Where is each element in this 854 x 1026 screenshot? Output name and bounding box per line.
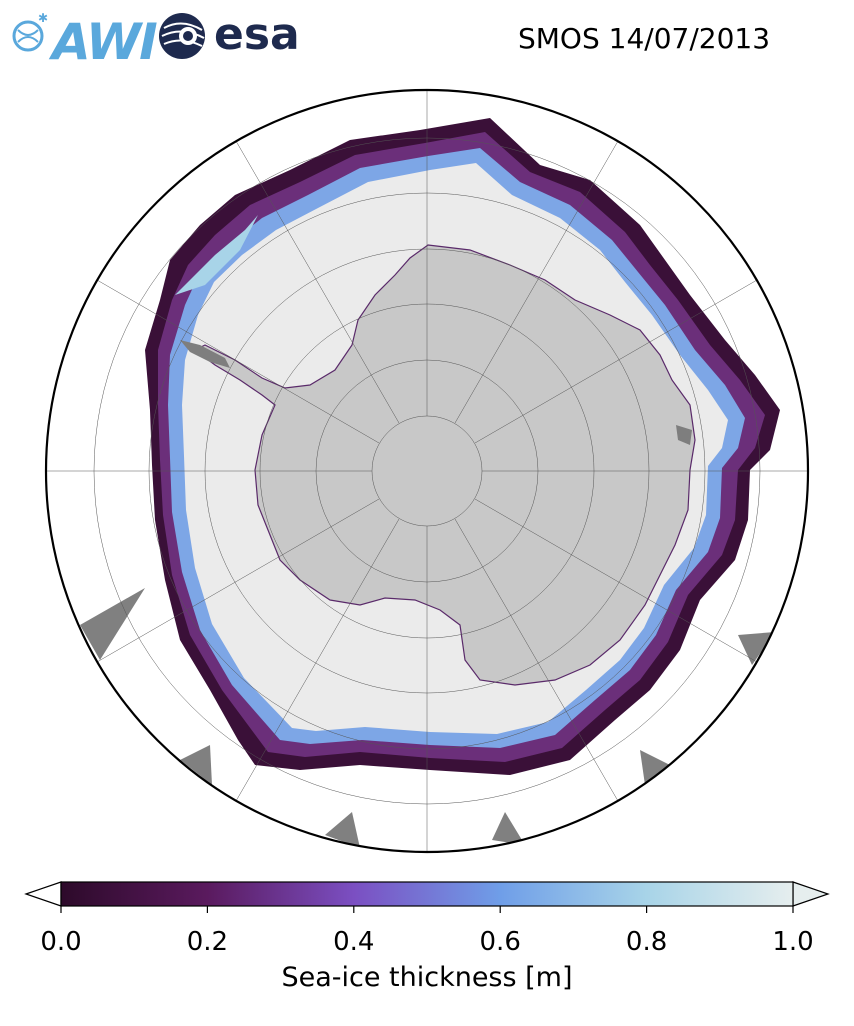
colorbar: 0.0 0.2 0.4 0.6 0.8 1.0 (24, 881, 830, 957)
polar-map (44, 88, 810, 854)
missing-data-wedge (80, 588, 145, 660)
colorbar-tick-label: 0.0 (40, 927, 81, 957)
map-boundary (44, 88, 810, 854)
land-detail (180, 340, 230, 368)
missing-data-wedge (180, 745, 212, 785)
colorbar-tick-label: 0.8 (626, 927, 667, 957)
land-detail (676, 425, 692, 445)
missing-data-wedge (640, 750, 670, 785)
sea-ice-thick-patch (175, 215, 258, 295)
awi-logo-text: AWI (52, 13, 158, 71)
colorbar-tick-label: 0.4 (333, 927, 374, 957)
missing-data-wedge (738, 632, 775, 665)
map-title: SMOS 14/07/2013 (518, 22, 771, 55)
awi-logo: ✱ AWI (8, 8, 158, 70)
colorbar-tick-label: 0.2 (187, 927, 228, 957)
colorbar-gradient (60, 881, 794, 907)
esa-emblem-icon (159, 13, 205, 59)
colorbar-extend-high (792, 881, 830, 907)
esa-logo-text: esa (214, 9, 300, 60)
logo-bar: ✱ AWI esa SMOS 14/07/2013 (0, 0, 854, 80)
colorbar-extend-low (24, 881, 62, 907)
colorbar-tick-label: 0.6 (480, 927, 521, 957)
svg-text:✱: ✱ (38, 11, 48, 25)
awi-globe-icon: ✱ (12, 11, 48, 52)
antarctica-land (193, 244, 696, 686)
colorbar-tick-label: 1.0 (772, 927, 813, 957)
esa-logo: esa (158, 10, 308, 62)
missing-data-wedge (325, 812, 360, 848)
missing-data-wedge (492, 812, 525, 845)
colorbar-label: Sea-ice thickness [m] (281, 962, 573, 993)
meridian-lines (46, 90, 808, 852)
